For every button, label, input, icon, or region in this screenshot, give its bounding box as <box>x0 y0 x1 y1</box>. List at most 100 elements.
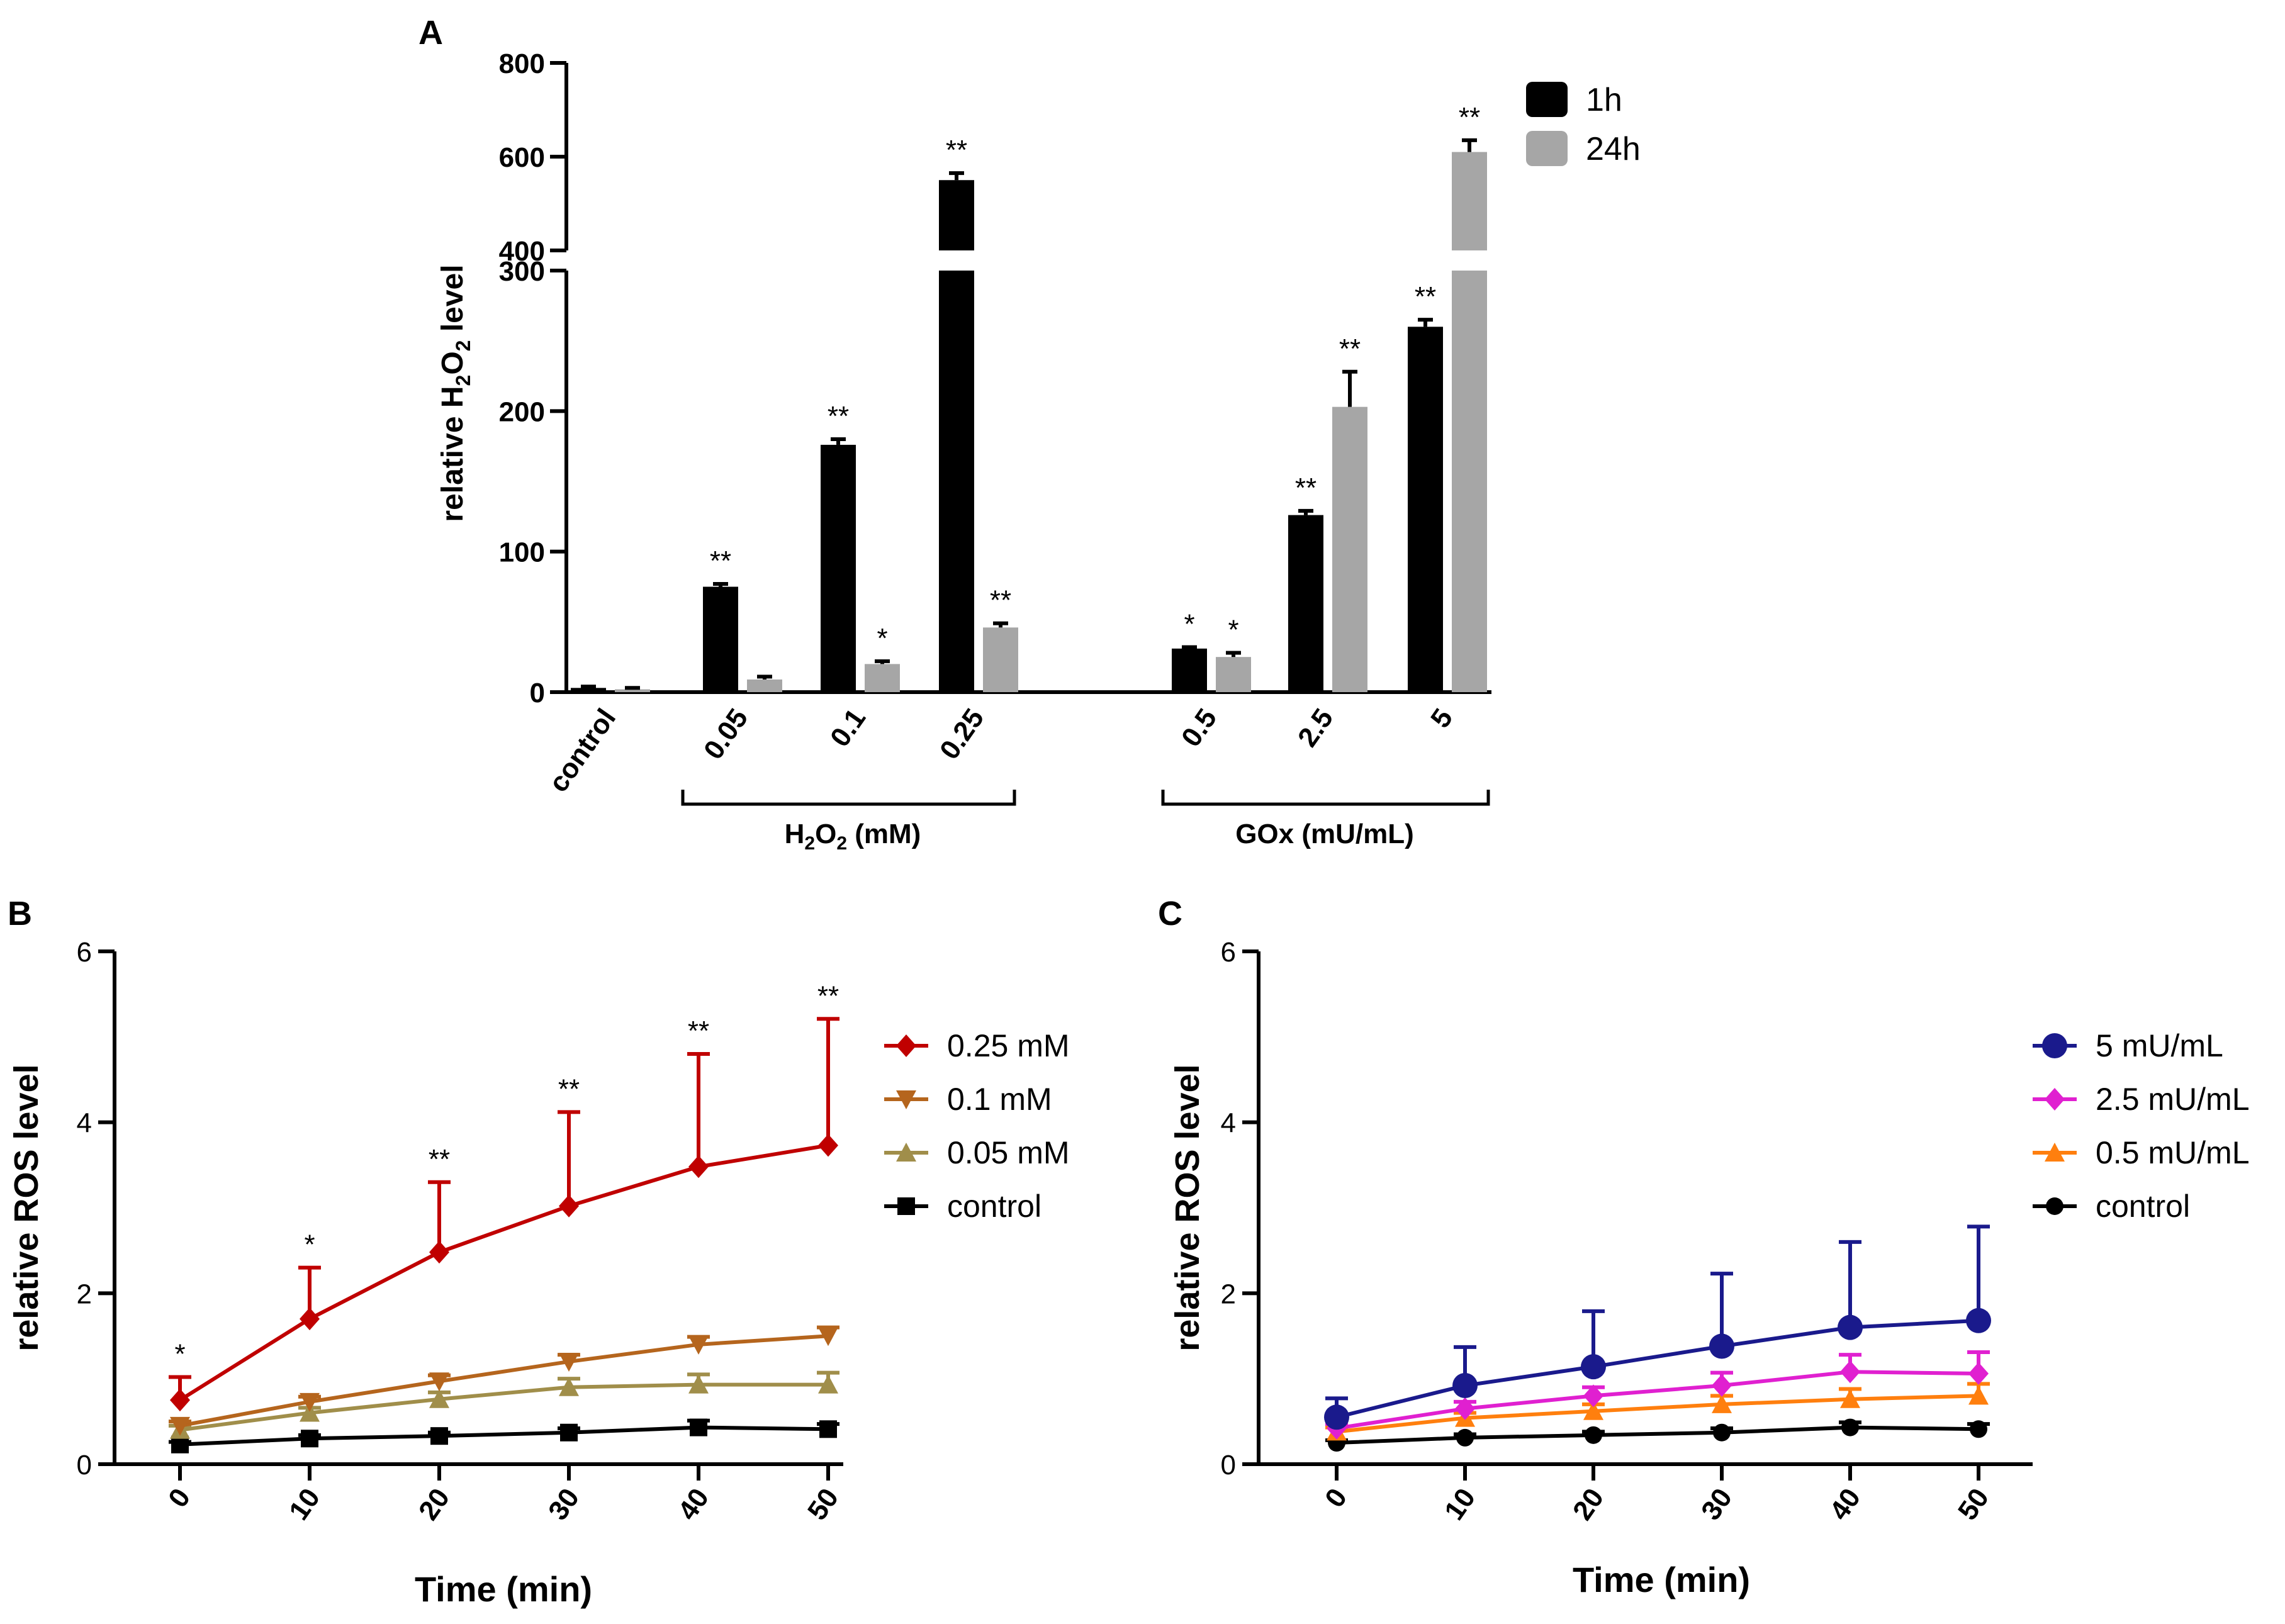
panel-b-data-point <box>301 1430 318 1448</box>
panel-b-legend-marker <box>897 1197 915 1215</box>
panel-b-data-point <box>300 1308 320 1331</box>
panel-b-legend-marker <box>896 1034 916 1057</box>
panel-b-data-point <box>300 1392 320 1412</box>
panel-a-significance: ** <box>990 585 1011 616</box>
panel-c-data-point <box>1324 1404 1349 1430</box>
panel-c-x-tick-label: 40 <box>1824 1483 1867 1526</box>
panel-b-data-point <box>429 1389 449 1408</box>
panel-c-data-point <box>1838 1314 1863 1340</box>
panel-b-y-tick-label: 6 <box>77 937 92 968</box>
panel-b-data-point <box>818 1327 838 1347</box>
panel-a-x-tick-label: 0.5 <box>1176 703 1223 753</box>
panel-c-data-point <box>1455 1397 1475 1420</box>
panel-b-data-point <box>559 1353 579 1372</box>
panel-c-legend-marker <box>2045 1143 2065 1162</box>
panel-a-group-label-h2o2: H2O2 (mM) <box>785 819 921 854</box>
panel-c-data-point <box>1713 1423 1731 1442</box>
panel-c-y-tick-label: 6 <box>1221 937 1236 968</box>
panel-a-bar <box>1288 515 1323 692</box>
panel-a-legend-label: 1h <box>1586 82 1622 118</box>
panel-a-y-tick-label: 300 <box>499 256 545 287</box>
panel-b-legend-label: control <box>947 1189 1041 1224</box>
panel-c-legend-label: 0.5 mU/mL <box>2096 1135 2250 1170</box>
panel-c-data-point <box>1709 1333 1734 1359</box>
panel-b-data-point <box>688 1155 709 1179</box>
panel-a-bar <box>615 689 650 692</box>
panel-b-legend-label: 0.25 mM <box>947 1028 1070 1063</box>
group-label-subscript: 2 <box>804 833 815 854</box>
panel-b-data-point <box>688 1374 709 1394</box>
panel-b-data-point <box>560 1423 578 1442</box>
panel-b-x-tick-label: 40 <box>672 1483 715 1526</box>
panel-b-x-tick-label: 10 <box>283 1483 326 1526</box>
group-label-subscript: 2 <box>836 833 847 854</box>
panel-b-legend-label: 0.05 mM <box>947 1135 1070 1170</box>
panel-c-y-tick-label: 4 <box>1221 1108 1236 1139</box>
panel-a-significance: ** <box>828 401 849 432</box>
panel-b-x-tick-label: 0 <box>162 1483 196 1513</box>
y-label-part: relative H <box>436 386 469 522</box>
panel-b-data-point <box>170 1416 190 1436</box>
panel-b-y-tick-label: 4 <box>77 1108 92 1139</box>
group-label-part: O <box>815 819 836 849</box>
panel-b-data-point <box>818 1374 838 1394</box>
panel-c-data-point <box>1966 1308 1991 1333</box>
panel-c-series-line <box>1336 1394 1979 1434</box>
panel-c-data-point <box>1968 1386 1989 1405</box>
panel-b-series-line <box>179 1425 829 1447</box>
panel-b-significance: * <box>304 1229 315 1260</box>
panel-a-y-tick-label: 200 <box>499 396 545 427</box>
panel-b-data-point <box>429 1241 449 1264</box>
panel-a-y-tick-label: 400 <box>499 236 545 267</box>
panel-c-data-point <box>1968 1362 1989 1386</box>
group-label-part: (mM) <box>847 819 921 849</box>
panel-a-bar <box>865 664 900 692</box>
panel-b-series-line <box>179 1382 828 1432</box>
panel-b-data-point <box>559 1194 579 1218</box>
panel-c-data-point <box>1712 1374 1732 1397</box>
panel-c-data-point <box>1583 1401 1603 1420</box>
panel-a-legend-label: 24h <box>1586 131 1641 167</box>
panel-c-data-point <box>1585 1426 1602 1444</box>
panel-b-series-line <box>179 1143 829 1402</box>
panel-b-legend-marker <box>896 1143 916 1162</box>
panel-c-data-point <box>1456 1428 1474 1447</box>
panel-a-bar <box>983 627 1018 692</box>
panel-a-y-tick-label: 0 <box>530 678 545 708</box>
panel-a-bar-lower <box>939 271 974 692</box>
panel-a-significance: ** <box>1415 281 1436 312</box>
panel-a-y-tick-label: 600 <box>499 142 545 173</box>
panel-a-bar <box>1408 327 1443 692</box>
panel-a-bar <box>821 444 856 692</box>
panel-a-legend-swatch <box>1526 131 1568 166</box>
panel-c-x-tick-label: 20 <box>1567 1483 1610 1526</box>
panel-c-legend-marker <box>2042 1033 2067 1058</box>
panel-b-data-point <box>818 1134 838 1157</box>
y-label-part: O <box>436 351 469 374</box>
panel-c-data-point <box>1712 1394 1732 1413</box>
panel-a-legend-swatch <box>1526 82 1568 117</box>
panel-a-x-tick-label: 2.5 <box>1292 703 1339 753</box>
panel-b-data-point <box>819 1420 837 1438</box>
y-label-subscript: 2 <box>452 340 474 352</box>
panel-c-legend-label: 5 mU/mL <box>2096 1028 2223 1063</box>
panel-a-significance: ** <box>1295 473 1317 503</box>
panel-b-data-point <box>690 1418 707 1436</box>
panel-a-significance: ** <box>1459 102 1480 133</box>
panel-a-y-axis-label: relative H2O2 level <box>436 264 474 522</box>
panel-b-label: B <box>8 895 32 932</box>
panel-a-group-label-gox: GOx (mU/mL) <box>1235 819 1414 849</box>
panel-c-x-tick-label: 10 <box>1439 1483 1481 1526</box>
panel-b-legend-marker <box>896 1090 916 1109</box>
panel-a-bar <box>1172 648 1207 692</box>
panel-c-legend-label: 2.5 mU/mL <box>2096 1082 2250 1117</box>
panel-a-significance: ** <box>1339 333 1361 364</box>
panel-c-y-tick-label: 0 <box>1221 1450 1236 1481</box>
panel-b-significance: * <box>174 1338 185 1369</box>
panel-b-y-axis-label: relative ROS level <box>8 1064 45 1351</box>
panel-a-bar <box>1332 406 1367 692</box>
panel-c-x-tick-label: 50 <box>1952 1483 1995 1526</box>
panel-c-x-axis-label: Time (min) <box>1573 1560 1750 1599</box>
group-label-part: H <box>785 819 805 849</box>
